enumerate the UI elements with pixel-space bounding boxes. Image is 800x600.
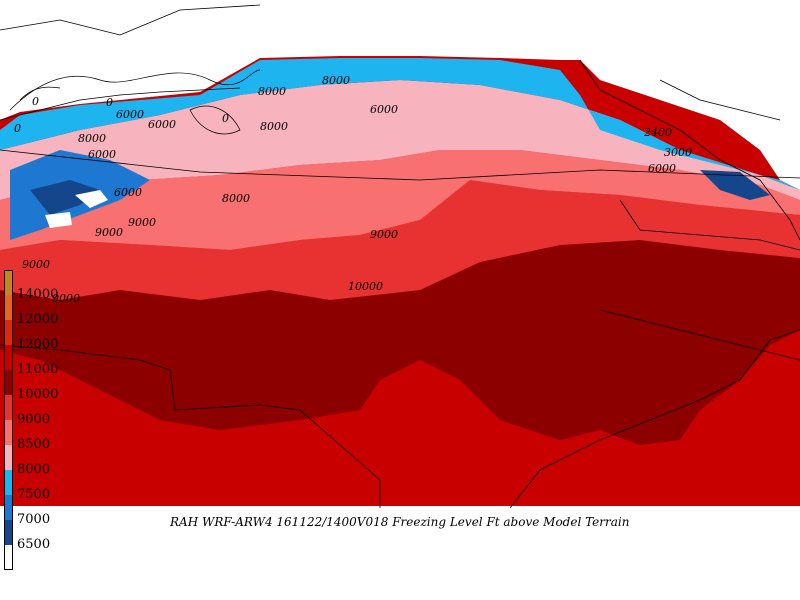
contour-label: 8000 [322, 74, 350, 87]
legend-label: 8500 [17, 437, 51, 452]
legend-label: 12000 [17, 337, 59, 352]
contour-label: 0 [106, 96, 113, 109]
legend-swatch [4, 320, 13, 345]
field-8000 [0, 80, 800, 200]
contour-label: 0 [222, 112, 229, 125]
legend-label: 8000 [17, 462, 51, 477]
contour-label: 0 [14, 122, 21, 135]
legend-swatch [4, 370, 13, 395]
contour-label: 6000 [88, 148, 116, 161]
contour-label: 9000 [128, 216, 156, 229]
contour-label: 9000 [370, 228, 398, 241]
legend-swatch [4, 395, 13, 420]
contour-label: 8000 [222, 192, 250, 205]
field-9000 [0, 180, 800, 300]
contour-label: 8000 [260, 120, 288, 133]
field-white-north [0, 0, 800, 190]
contour-label: 9000 [95, 226, 123, 239]
legend-label: 10000 [17, 387, 59, 402]
contour-label: 0 [32, 95, 39, 108]
contour-label: 6000 [370, 103, 398, 116]
contour-label: 6000 [148, 118, 176, 131]
contour-label: 8000 [78, 132, 106, 145]
contour-label: 6000 [116, 108, 144, 121]
contour-label: 2400 [643, 126, 672, 139]
boundary-lines [0, 4, 800, 508]
field-8500 [0, 150, 800, 250]
contour-label: 8000 [258, 85, 286, 98]
map-caption: RAH WRF-ARW4 161122/1400V018 Freezing Le… [170, 515, 630, 529]
legend-swatch [4, 545, 13, 570]
legend-swatch [4, 295, 13, 320]
legend-label: 12000 [17, 312, 59, 327]
contour-label: 9000 [22, 258, 50, 271]
field-10000 [0, 240, 800, 445]
contour-lines [9, 69, 261, 135]
legend-label: 14000 [17, 287, 59, 302]
legend-label: 9000 [17, 412, 51, 427]
color-legend: 14000 12000 12000 11000 10000 9000 8500 8000 750… [4, 270, 58, 570]
freezing-level-map: 0 0 0 0 8000 8000 6000 6000 8000 6000 80… [0, 0, 800, 508]
contour-label: 6000 [114, 186, 142, 199]
contour-label: 3000 [664, 146, 692, 159]
legend-swatch [4, 495, 13, 520]
map-bottom-blank [0, 506, 800, 508]
contour-label: 6000 [648, 162, 676, 175]
field-white-patch [45, 190, 108, 228]
legend-swatch [4, 345, 13, 370]
legend-swatch [4, 470, 13, 495]
legend-label: 11000 [17, 362, 59, 377]
legend-swatch [4, 270, 13, 295]
contour-label: 9000 [52, 292, 80, 305]
legend-label: 7000 [17, 512, 51, 527]
contour-label: 10000 [348, 280, 383, 293]
legend-swatch [4, 520, 13, 545]
legend-label: 6500 [17, 537, 51, 552]
field-6500 [30, 180, 100, 215]
field-6500-east [700, 170, 770, 200]
legend-label: 7500 [17, 487, 51, 502]
legend-swatch [4, 445, 13, 470]
legend-swatch [4, 420, 13, 445]
